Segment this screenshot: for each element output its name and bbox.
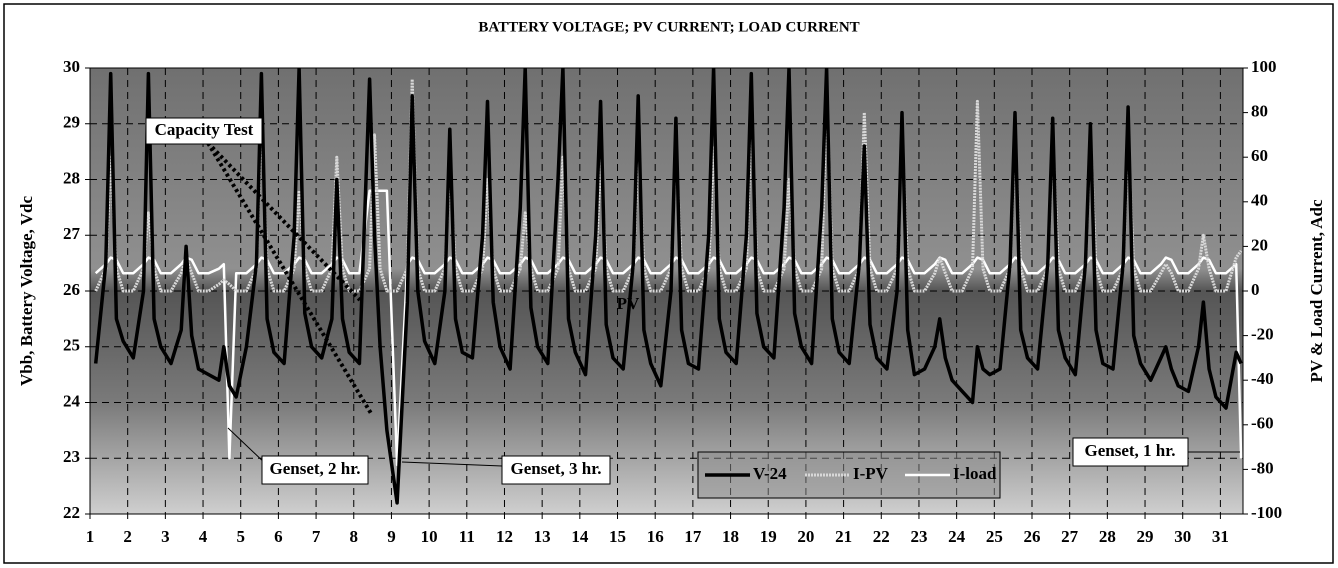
- arrow: [206, 141, 362, 302]
- x-tick-label: 11: [459, 527, 475, 546]
- x-tick-label: 9: [387, 527, 396, 546]
- y-tick-label: 23: [63, 447, 80, 466]
- x-tick-label: 23: [910, 527, 927, 546]
- arrow: [227, 427, 269, 467]
- annotation: Capacity Test: [155, 120, 254, 139]
- x-tick-label: 8: [350, 527, 359, 546]
- series-line: [94, 77, 1243, 293]
- y2-tick-label: -40: [1251, 369, 1274, 388]
- x-tick-label: 24: [948, 527, 966, 546]
- y-tick-label: 26: [63, 280, 80, 299]
- y2-tick-label: -100: [1251, 503, 1282, 522]
- legend-label: V-24: [753, 464, 787, 483]
- x-tick-label: 3: [161, 527, 170, 546]
- series-line: [93, 68, 1243, 505]
- x-tick-label: 21: [835, 527, 852, 546]
- x-tick-label: 17: [684, 527, 702, 546]
- y-tick-label: 28: [63, 168, 80, 187]
- x-tick-label: 29: [1137, 527, 1154, 546]
- y2-tick-label: -60: [1251, 414, 1274, 433]
- annotation-box: [501, 455, 611, 485]
- annotation: Genset, 1 hr.: [1085, 441, 1176, 460]
- y2-tick-label: 0: [1251, 280, 1260, 299]
- y2-tick-label: 100: [1251, 57, 1277, 76]
- y2-tick-label: -80: [1251, 458, 1274, 477]
- annotation: PV: [617, 294, 640, 313]
- y-tick-label: 29: [63, 113, 80, 132]
- x-tick-label: 6: [274, 527, 283, 546]
- x-tick-label: 14: [571, 527, 589, 546]
- arrow: [206, 141, 374, 417]
- x-tick-label: 27: [1061, 527, 1079, 546]
- x-tick-label: 15: [609, 527, 626, 546]
- x-tick-label: 22: [873, 527, 890, 546]
- y-tick-label: 22: [63, 503, 80, 522]
- x-tick-label: 19: [760, 527, 777, 546]
- x-tick-label: 18: [722, 527, 739, 546]
- x-tick-label: 30: [1174, 527, 1191, 546]
- annotation-box: [261, 455, 369, 485]
- y2-tick-label: 80: [1251, 102, 1268, 121]
- x-tick-label: 13: [534, 527, 551, 546]
- y2-axis-label: PV & Load Current, Adc: [1307, 199, 1326, 383]
- annotation-box: [1072, 437, 1189, 467]
- y-tick-label: 24: [63, 391, 81, 410]
- annotation-box: [145, 117, 263, 145]
- y-tick-label: 27: [63, 224, 81, 243]
- y-tick-label: 30: [63, 57, 80, 76]
- x-tick-label: 2: [123, 527, 132, 546]
- x-tick-label: 25: [986, 527, 1003, 546]
- x-tick-label: 26: [1023, 527, 1040, 546]
- y2-tick-label: 20: [1251, 235, 1268, 254]
- arrow: [401, 461, 503, 467]
- y2-tick-label: -20: [1251, 325, 1274, 344]
- x-tick-label: 31: [1212, 527, 1229, 546]
- annotation: Genset, 2 hr.: [270, 459, 361, 478]
- x-tick-label: 20: [797, 527, 814, 546]
- x-tick-label: 10: [421, 527, 438, 546]
- x-tick-label: 4: [199, 527, 208, 546]
- y2-tick-label: 60: [1251, 146, 1268, 165]
- x-tick-label: 1: [86, 527, 95, 546]
- x-tick-label: 7: [312, 527, 321, 546]
- x-tick-label: 12: [496, 527, 513, 546]
- y-tick-label: 25: [63, 336, 80, 355]
- y2-tick-label: 40: [1251, 191, 1268, 210]
- legend-label: I-PV: [853, 464, 889, 483]
- y-axis-label: Vbb, Battery Voltage, Vdc: [17, 196, 36, 386]
- annotation: Genset, 3 hr.: [511, 459, 602, 478]
- x-tick-label: 5: [236, 527, 245, 546]
- x-tick-label: 16: [647, 527, 664, 546]
- legend-label: I-load: [953, 464, 997, 483]
- chart-title: BATTERY VOLTAGE; PV CURRENT; LOAD CURREN…: [478, 19, 859, 35]
- x-tick-label: 28: [1099, 527, 1116, 546]
